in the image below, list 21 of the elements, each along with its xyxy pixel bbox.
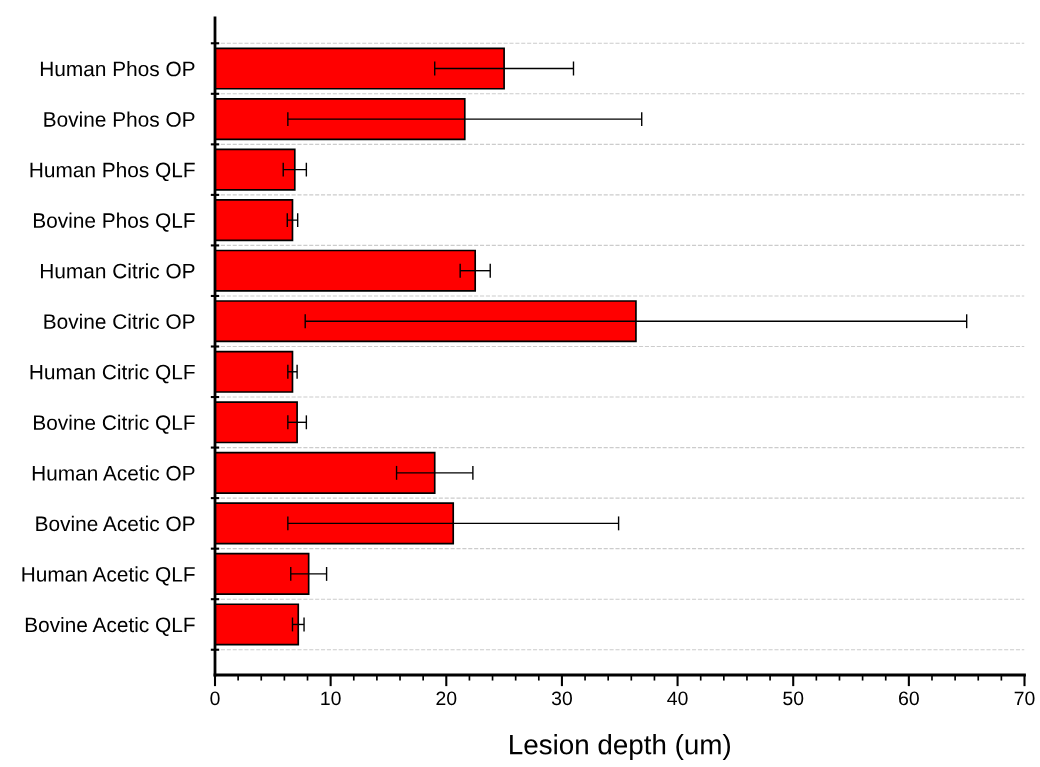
y-tick-label: Human Acetic QLF <box>22 566 195 586</box>
y-tick-label: Bovine Acetic QLF <box>25 616 195 636</box>
y-tick-label: Human Citric OP <box>40 263 195 279</box>
y-tick-label: Bovine Phos QLF <box>33 212 195 232</box>
y-tick-label: Bovine Citric OP <box>44 313 195 329</box>
y-tick-label: Bovine Phos OP <box>44 111 195 127</box>
x-tick-label: 40 <box>667 691 688 706</box>
x-tick-label: 10 <box>321 691 341 706</box>
y-tick-label: Bovine Citric QLF <box>34 414 195 434</box>
x-tick-label: 20 <box>436 691 457 706</box>
x-tick-label: 70 <box>1014 691 1035 706</box>
x-tick-label: 50 <box>783 691 804 706</box>
x-tick-label: 0 <box>210 691 220 706</box>
x-tick-label: 60 <box>899 691 919 706</box>
y-tick-label: Human Phos OP <box>40 60 195 77</box>
y-tick-label: Human Phos QLF <box>30 162 195 182</box>
x-axis-title: Lesion depth (um) <box>510 734 730 760</box>
x-tick-label: 30 <box>551 691 572 706</box>
y-tick-label: Human Citric QLF <box>30 364 195 384</box>
y-tick-label: Human Acetic OP <box>32 465 195 481</box>
y-tick-label: Bovine Acetic OP <box>36 515 195 532</box>
